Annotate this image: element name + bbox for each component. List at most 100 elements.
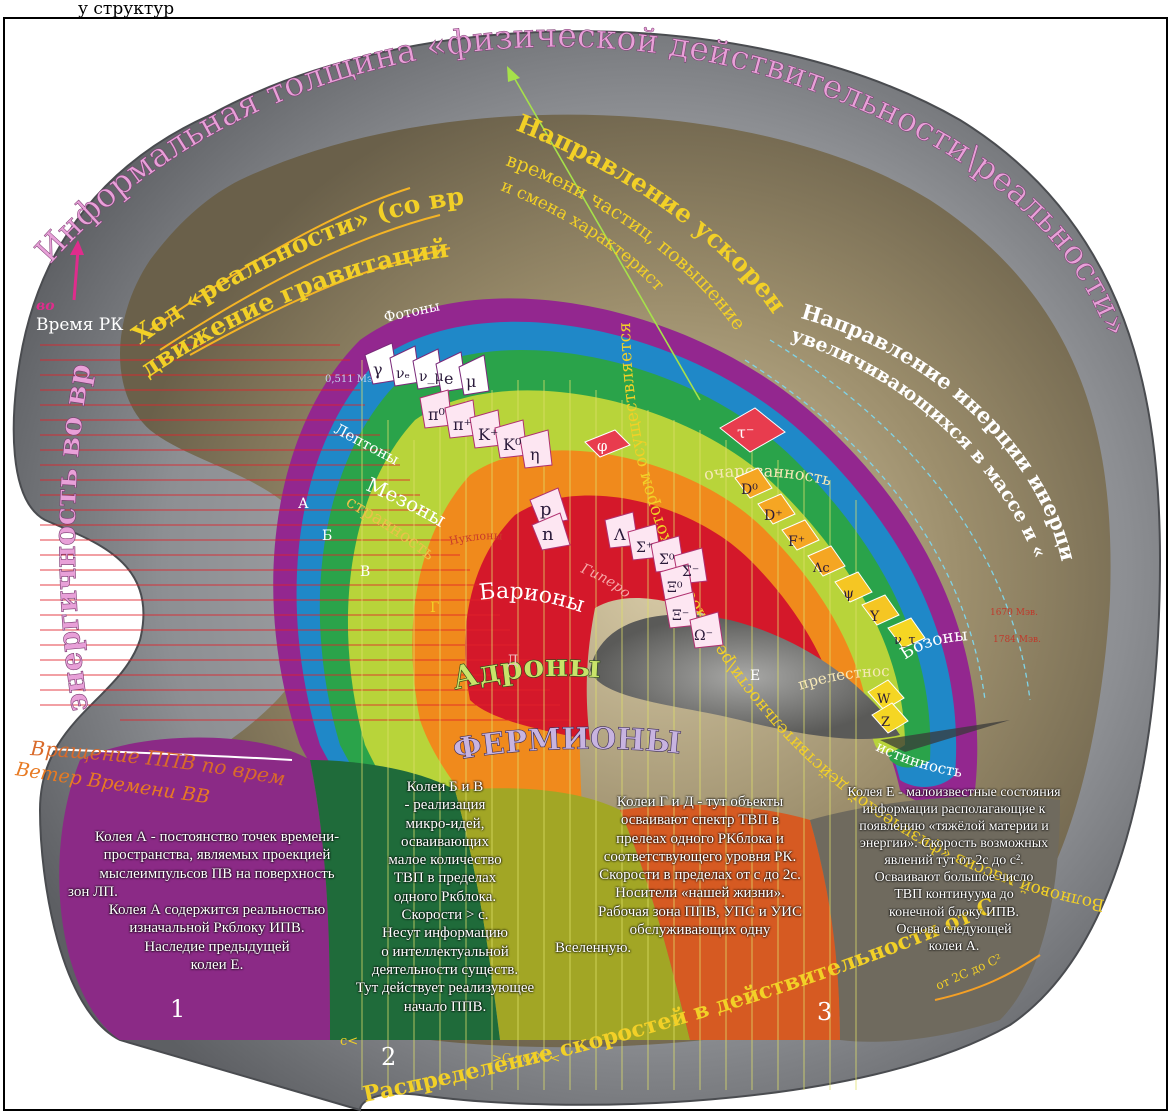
block-bv-line: деятельности существ. — [371, 961, 519, 978]
block-bv-line: микро-идей, — [405, 815, 485, 832]
band-red — [465, 495, 840, 740]
block-track-e: Колея Е - малоизвестные состояния информ… — [820, 784, 1088, 955]
block-bv-line: Скорости > с. — [401, 907, 489, 924]
block-bv-line: Несут информацию — [382, 925, 508, 942]
block-bv-line: Тут действует реализующее — [355, 980, 535, 997]
time-rk-label: Время РК — [36, 315, 123, 335]
particle-muon: μ — [466, 372, 476, 391]
particle-psi: ψ — [843, 586, 854, 602]
particle-upsilon: Υ — [869, 609, 880, 625]
region-number-2: 2 — [381, 1043, 396, 1071]
block-e-line: Осваивают большое число — [874, 870, 1034, 886]
c-range-label: >С до 2С< — [492, 1051, 560, 1065]
block-e-line: Основа следующей — [896, 921, 1012, 937]
particle-electron: e — [444, 369, 453, 388]
particle-d-zero: D⁰ — [741, 482, 758, 498]
dashed-arc-1 — [769, 339, 1031, 701]
block-gd-line: обслуживающих одну — [629, 922, 771, 939]
particle-pi-plus: π⁺ — [453, 415, 472, 434]
block-a-line: мыслеимпульсов ПВ на поверхность — [99, 865, 335, 882]
pink-up-arrow-head — [70, 240, 84, 255]
block-e-line: появлению «тяжёлой материи и — [859, 819, 1049, 835]
block-bv-line: - реализация — [404, 797, 486, 814]
particle-tau: τ⁻ — [737, 423, 754, 442]
speed-arrow-line — [934, 954, 1041, 1001]
block-gd-line: Вселенную. — [555, 940, 632, 957]
block-gd-line: Колеи Г и Д - тут объекты — [616, 794, 784, 810]
block-e-line: конечной блоку ИПВ. — [889, 904, 1019, 920]
lower-fan-orange — [620, 804, 840, 1040]
block-tracks-g-d: Колеи Г и Д - тут объекты осваивают спек… — [555, 793, 845, 958]
region-number-4: 4 — [1140, 768, 1155, 796]
energy-high-label-2: 1784 Мэв. — [993, 635, 1041, 645]
block-e-line: колеи А. — [928, 938, 980, 954]
energy-high-label-1: 1670 Мэв. — [990, 608, 1038, 618]
particle-d-plus: D⁺ — [764, 508, 783, 524]
block-gd-line: Скорости в пределах от с до 2с. — [599, 867, 801, 884]
pink-up-arrow — [72, 249, 80, 301]
particle-lambda-c: Λc — [812, 561, 830, 576]
particle-eta: η — [530, 445, 540, 464]
track-b-label: Б — [322, 528, 332, 544]
particle-row-leptons: γ νₑ ν_μ e μ — [364, 342, 490, 396]
vertical-guide-lines — [361, 360, 857, 1090]
lower-fan-purple — [59, 737, 330, 1040]
region-number-3: 3 — [817, 998, 832, 1026]
block-bv-line: Колеи Б и В — [406, 779, 484, 795]
block-e-line: Колея Е - малоизвестные состояния — [847, 785, 1061, 800]
particle-nu-mu: ν_μ — [419, 369, 444, 385]
lower-fan-gray — [810, 796, 1060, 1042]
block-a-line: пространства, являемых проекцией — [103, 847, 331, 864]
block-e-line: явлений тут от 2с до с². — [884, 853, 1024, 869]
particle-row-heavy: τ⁻ D⁰ D⁺ F⁺ Λc ψ Υ ν_τ W Z — [719, 407, 926, 734]
c-less-label: c< — [340, 1034, 358, 1049]
block-bv-line: о интеллектуальной — [381, 943, 509, 960]
block-track-a: Колея А - постоянство точек времени- про… — [58, 828, 376, 974]
red-guide-lines — [40, 344, 570, 721]
header-fragment: у структур — [78, 0, 174, 19]
particle-k-plus: K⁺ — [478, 425, 498, 444]
particle-pi0: π⁰ — [428, 405, 445, 424]
vortex-spike — [880, 720, 1010, 752]
particle-nu-tau: ν_τ — [894, 633, 916, 648]
course-arrow-3 — [189, 247, 451, 356]
track-g-label: Г — [430, 600, 439, 616]
green-arrow-head — [507, 66, 520, 82]
lower-fan-green — [310, 760, 500, 1040]
particle-nu-e: νₑ — [396, 366, 410, 382]
course-arrow-1 — [149, 187, 411, 331]
dashed-arc-2 — [744, 359, 986, 701]
track-v-label: В — [360, 564, 370, 580]
track-a-label: А — [298, 496, 309, 512]
core-gray-oval — [590, 614, 900, 740]
block-a-line: Наследие предыдущей — [144, 938, 290, 955]
block-bv-line: начало ППВ. — [403, 998, 487, 1015]
particle-lambda: Λ — [613, 525, 626, 544]
green-direction-arrow — [511, 73, 701, 401]
region-number-1: 1 — [170, 995, 185, 1023]
block-gd-line: Носители «нашей жизни». — [615, 885, 785, 902]
block-a-line: Колея А - постоянство точек времени- — [94, 829, 340, 845]
lower-fan-yellow — [455, 788, 690, 1040]
block-gd-line: осваивают спектр ТВП в — [620, 812, 780, 829]
particle-neutron: n — [542, 524, 554, 545]
block-tracks-b-v: Колеи Б и В - реализация микро-идей, осв… — [325, 778, 565, 1016]
track-e-label: Е — [750, 668, 760, 684]
block-bv-line: осваивающих — [401, 833, 489, 850]
block-gd-line: соответствующего уровня РК. — [603, 848, 797, 865]
particle-z: Z — [881, 715, 890, 730]
block-bv-line: одного Ркблока. — [393, 888, 497, 905]
energy-low-label: 0,511 Мэв. — [325, 374, 381, 385]
vo-label: во — [36, 298, 55, 314]
outer-frame — [3, 17, 1168, 1111]
track-d-label: Д — [507, 653, 518, 669]
particle-sigma-plus: Σ⁺ — [636, 540, 653, 556]
particle-proton: p — [540, 499, 552, 520]
particle-omega-minus: Ω⁻ — [694, 628, 713, 644]
block-e-line: ТВП континуума до — [894, 887, 1014, 903]
block-bv-line: ТВП в пределах — [393, 870, 497, 887]
particle-gamma: γ — [373, 360, 383, 379]
rotation-arrow — [19, 747, 293, 761]
particle-row-nucleons: p n — [529, 487, 571, 551]
block-a-line: зон ЛП. — [68, 883, 118, 900]
